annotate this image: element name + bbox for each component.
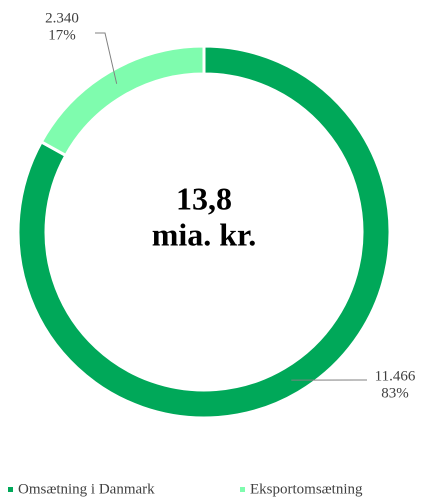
legend-swatch (8, 487, 13, 492)
value-label: 11.466 (375, 368, 416, 384)
percent-label: 17% (48, 27, 76, 43)
percent-label: 83% (381, 385, 409, 401)
legend-swatch (240, 487, 245, 492)
value-label: 2.340 (45, 10, 79, 26)
center-label: mia. kr. (152, 216, 257, 252)
legend-label: Omsætning i Danmark (18, 481, 155, 497)
donut-slice (39, 44, 206, 158)
donut-slice (16, 44, 392, 420)
leader-line (95, 32, 118, 84)
legend-label: Eksportomsætning (250, 481, 363, 497)
center-label: 13,8 (176, 180, 232, 216)
